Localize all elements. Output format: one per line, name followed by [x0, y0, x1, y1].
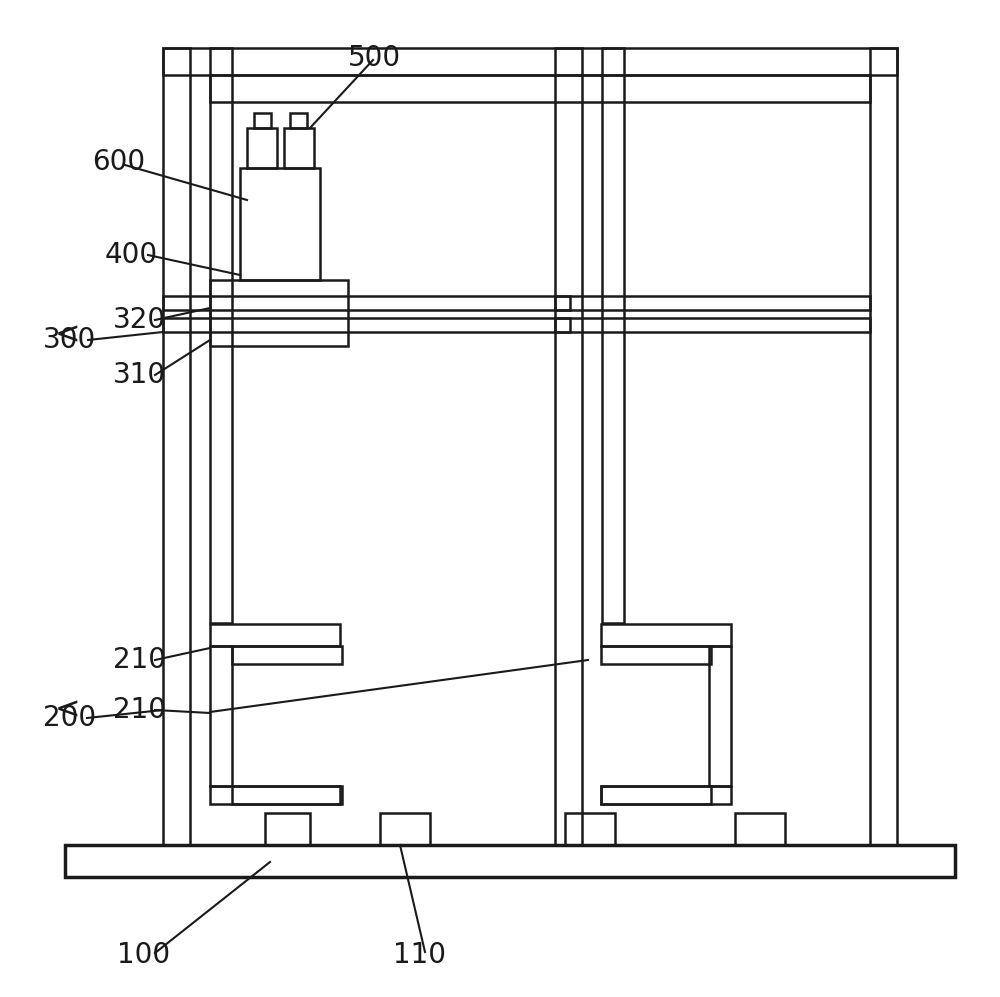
Bar [163, 48, 897, 75]
Bar [240, 168, 320, 280]
Bar [163, 318, 570, 332]
Bar [232, 646, 342, 664]
Bar [601, 624, 731, 646]
Bar [602, 48, 624, 623]
Bar [284, 128, 314, 168]
Bar [709, 646, 731, 786]
Bar [247, 128, 277, 168]
Bar [210, 646, 232, 786]
Text: 310: 310 [113, 361, 166, 389]
Bar [555, 318, 870, 332]
Bar [210, 786, 340, 804]
Text: 210: 210 [113, 696, 166, 724]
Bar [163, 48, 190, 845]
Bar [555, 48, 582, 845]
Bar [254, 113, 271, 128]
Text: 400: 400 [105, 241, 158, 269]
Text: <: < [55, 320, 81, 350]
Text: 110: 110 [393, 941, 446, 969]
Bar [232, 786, 342, 804]
Bar [65, 845, 955, 877]
Text: 100: 100 [117, 941, 170, 969]
Text: <: < [55, 696, 81, 725]
Bar [601, 786, 731, 804]
Bar [163, 296, 570, 310]
Bar [210, 624, 340, 646]
Bar [601, 646, 711, 664]
Bar [290, 113, 307, 128]
Bar [210, 48, 232, 623]
Bar [555, 296, 870, 310]
Text: 300: 300 [43, 326, 96, 354]
Text: 200: 200 [43, 704, 96, 732]
Text: 320: 320 [113, 306, 166, 334]
Bar [565, 813, 615, 845]
Text: 500: 500 [348, 44, 401, 72]
Text: 210: 210 [113, 646, 166, 674]
Bar [870, 48, 897, 845]
Bar [265, 813, 310, 845]
Bar [735, 813, 785, 845]
Bar [380, 813, 430, 845]
Text: 600: 600 [92, 148, 145, 176]
Bar [210, 75, 870, 102]
Bar [210, 280, 348, 346]
Bar [601, 786, 711, 804]
